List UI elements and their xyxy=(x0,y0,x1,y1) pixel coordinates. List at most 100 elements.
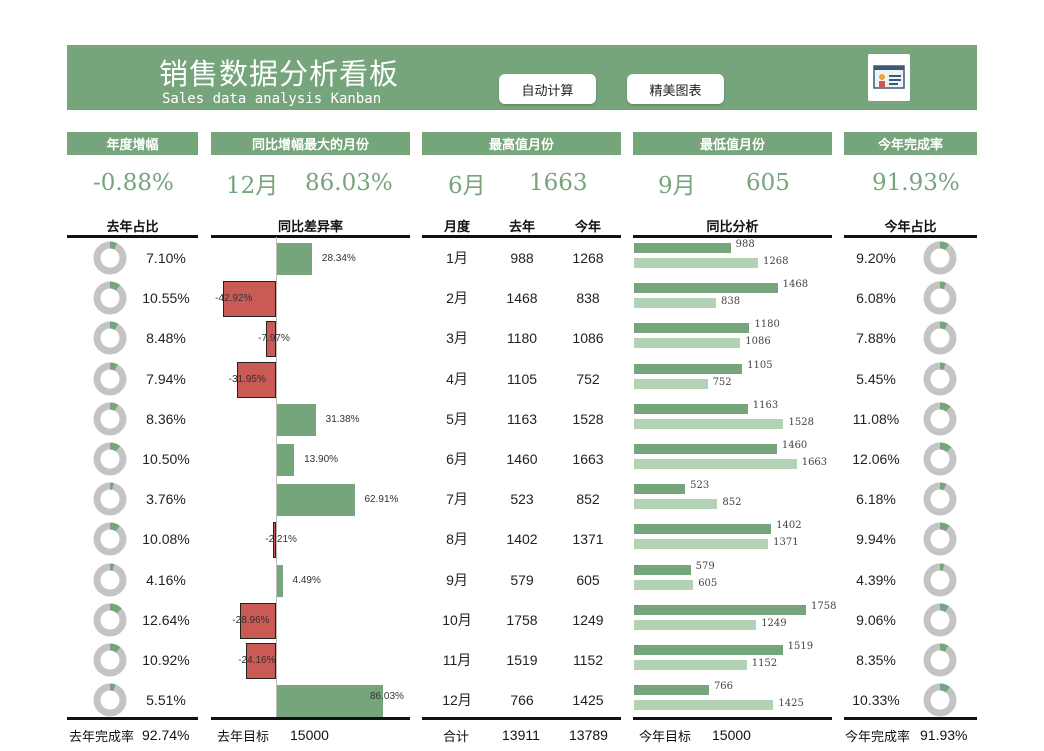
this-year-cell: 1371 xyxy=(572,531,604,548)
this-year-cell: 1528 xyxy=(572,410,604,427)
this-year-cell: 1152 xyxy=(572,652,604,668)
this-share-value: 6.18% xyxy=(856,491,896,508)
month-cell: 5月 xyxy=(446,410,468,427)
kpi-max-yoy-month: 12月 xyxy=(226,173,279,199)
yoy-diff-label: -2.21% xyxy=(265,534,297,546)
yoy-diff-label: 4.49% xyxy=(292,574,321,586)
yoy-diff-bar xyxy=(277,403,316,436)
compare-this-label: 838 xyxy=(720,296,741,308)
auto-calculate-button[interactable]: 自动计算 xyxy=(499,74,596,104)
compare-last-bar xyxy=(634,564,691,575)
fancy-chart-button[interactable]: 精美图表 xyxy=(627,74,724,104)
compare-last-label: 1180 xyxy=(754,319,780,331)
last-share-value: 4.16% xyxy=(146,571,186,588)
compare-last-bar xyxy=(634,685,709,696)
yoy-diff-label: 62.91% xyxy=(364,494,399,506)
compare-last-label: 988 xyxy=(735,239,755,250)
compare-this-bar xyxy=(634,539,769,550)
compare-this-bar xyxy=(634,378,708,389)
last-share-value: 7.10% xyxy=(146,250,186,266)
compare-this-label: 1371 xyxy=(773,537,799,549)
this-year-cell: 838 xyxy=(576,290,600,307)
month-cell: 9月 xyxy=(446,571,468,588)
last-share-donut xyxy=(93,442,127,476)
this-year-cell: 752 xyxy=(576,370,600,387)
col-yoy-diff-header: 同比差异率 xyxy=(277,218,343,234)
last-share-value: 7.94% xyxy=(146,370,186,387)
yoy-diff-label: 86.03% xyxy=(370,691,404,703)
col-month-header: 月度 xyxy=(443,218,470,234)
compare-last-bar xyxy=(634,604,806,615)
compare-last-label: 579 xyxy=(695,560,715,572)
last-year-cell: 523 xyxy=(510,491,534,508)
compare-this-bar xyxy=(634,418,784,429)
month-cell: 1月 xyxy=(446,250,468,266)
yoy-diff-bar xyxy=(266,321,276,358)
col-this-share-header: 今年占比 xyxy=(884,218,937,234)
yoy-diff-bar xyxy=(277,243,312,275)
last-share-donut xyxy=(93,683,127,717)
last-share-value: 8.48% xyxy=(146,330,186,347)
compare-last-label: 1105 xyxy=(747,359,773,371)
last-year-cell: 1180 xyxy=(506,330,538,347)
last-target-label: 去年目标 xyxy=(217,728,270,744)
compare-last-bar xyxy=(634,323,750,334)
yoy-diff-bar xyxy=(273,522,276,559)
last-year-cell: 988 xyxy=(510,250,534,266)
yoy-diff-label: 13.90% xyxy=(304,454,339,465)
this-share-donut xyxy=(923,563,957,597)
compare-last-label: 1163 xyxy=(752,399,779,411)
this-share-value: 7.88% xyxy=(856,330,896,347)
this-target-value: 15000 xyxy=(712,727,751,743)
month-cell: 7月 xyxy=(446,491,468,508)
compare-last-label: 766 xyxy=(713,681,734,693)
this-share-donut xyxy=(923,683,957,717)
kpi-completion-value: 91.93% xyxy=(872,170,960,196)
this-share-donut xyxy=(923,281,957,315)
yoy-diff-bar xyxy=(277,564,283,597)
last-year-cell: 766 xyxy=(510,692,534,709)
compare-this-bar xyxy=(634,579,694,590)
this-target-label: 今年目标 xyxy=(639,728,692,744)
divider xyxy=(211,717,410,720)
this-share-donut xyxy=(923,241,957,275)
col-last-share-header: 去年占比 xyxy=(106,218,159,234)
this-share-value: 5.45% xyxy=(856,370,896,387)
compare-this-label: 1086 xyxy=(745,336,771,348)
compare-this-bar xyxy=(634,660,747,670)
yoy-diff-axis xyxy=(276,237,277,717)
divider xyxy=(67,235,198,238)
compare-this-label: 605 xyxy=(698,577,718,589)
divider xyxy=(422,717,621,720)
compare-this-label: 852 xyxy=(722,497,742,509)
kpi-completion-label: 今年完成率 xyxy=(844,132,977,155)
yoy-diff-bar xyxy=(236,361,276,398)
this-year-cell: 1249 xyxy=(572,611,604,628)
last-share-donut xyxy=(93,321,127,355)
last-share-value: 8.36% xyxy=(146,410,186,427)
last-year-cell: 1468 xyxy=(506,290,538,307)
yoy-diff-bar xyxy=(240,602,276,639)
divider xyxy=(633,235,832,238)
last-share-value: 10.50% xyxy=(142,451,190,467)
last-year-cell: 1402 xyxy=(506,531,538,548)
compare-last-label: 523 xyxy=(690,480,710,492)
total-this-value: 13789 xyxy=(569,727,608,743)
this-share-value: 4.39% xyxy=(856,571,896,588)
this-share-value: 12.06% xyxy=(852,451,900,467)
this-year-cell: 1663 xyxy=(572,451,604,467)
last-year-cell: 1460 xyxy=(506,451,538,467)
month-cell: 11月 xyxy=(442,652,472,668)
this-year-cell: 605 xyxy=(576,571,600,588)
compare-last-label: 1460 xyxy=(781,440,808,451)
kpi-min-month-label: 最低值月份 xyxy=(633,132,832,155)
compare-last-label: 1758 xyxy=(811,600,837,612)
kpi-max-month-label: 最高值月份 xyxy=(422,132,621,155)
page-title: 销售数据分析看板 xyxy=(159,57,400,91)
this-year-cell: 1086 xyxy=(572,330,604,347)
dashboard-icon[interactable] xyxy=(868,54,910,101)
this-share-donut xyxy=(923,442,957,476)
compare-this-label: 1268 xyxy=(763,256,789,267)
this-completion-value: 91.93% xyxy=(920,727,968,743)
this-share-donut xyxy=(923,522,957,556)
